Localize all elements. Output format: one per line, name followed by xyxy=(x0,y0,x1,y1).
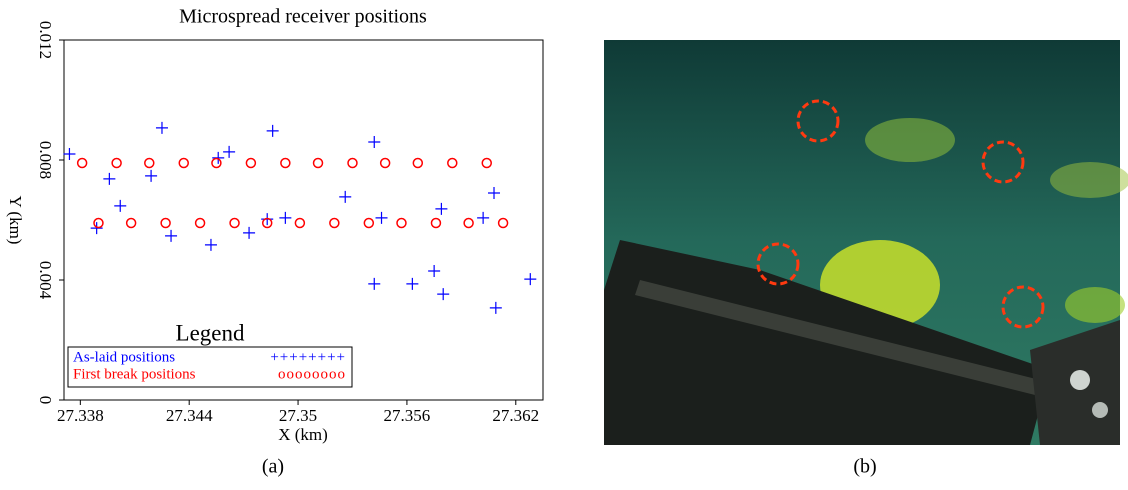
circle-marker xyxy=(381,159,390,168)
page: Microspread receiver positions X (km) Y … xyxy=(0,0,1128,490)
plus-marker xyxy=(406,278,418,290)
legend-label: First break positions xyxy=(73,366,196,382)
circle-marker xyxy=(330,219,339,228)
plus-marker xyxy=(114,200,126,212)
plus-marker xyxy=(437,288,449,300)
circle-marker xyxy=(448,159,457,168)
circle-marker xyxy=(482,159,491,168)
plus-marker xyxy=(279,212,291,224)
plus-marker xyxy=(243,227,255,239)
plus-marker xyxy=(477,212,489,224)
circle-marker xyxy=(212,159,221,168)
legend-label: As-laid positions xyxy=(73,349,175,365)
circle-marker xyxy=(413,159,422,168)
y-tick-label: 0.004 xyxy=(36,261,55,300)
x-tick-label: 27.362 xyxy=(492,406,539,425)
circle-marker xyxy=(127,219,136,228)
plus-marker xyxy=(103,173,115,185)
plus-marker xyxy=(267,125,279,137)
plus-marker xyxy=(488,187,500,199)
y-tick-label: 0.012 xyxy=(36,21,55,59)
plus-marker xyxy=(339,191,351,203)
circle-marker xyxy=(78,159,87,168)
circle-marker xyxy=(281,159,290,168)
plus-marker xyxy=(223,146,235,158)
x-tick-label: 27.35 xyxy=(279,406,317,425)
legend-marker: ++++++++ xyxy=(270,349,346,365)
legend-title: Legend xyxy=(176,320,245,345)
x-axis-label: X (km) xyxy=(278,425,328,444)
y-tick-label: 0.008 xyxy=(36,141,55,179)
y-axis-label: Y (km) xyxy=(6,196,25,245)
plus-marker xyxy=(376,212,388,224)
circle-marker xyxy=(145,159,154,168)
photo xyxy=(604,40,1128,445)
chart-title: Microspread receiver positions xyxy=(179,6,427,28)
circle-marker xyxy=(94,219,103,228)
plus-marker xyxy=(145,170,157,182)
plus-marker xyxy=(205,239,217,251)
plus-marker xyxy=(435,203,447,215)
circle-marker xyxy=(295,219,304,228)
plus-marker xyxy=(212,152,224,164)
plus-marker xyxy=(368,278,380,290)
circle-marker xyxy=(161,219,170,228)
plus-marker xyxy=(368,136,380,148)
circle-marker xyxy=(431,219,440,228)
legend-marker: oooooooo xyxy=(278,366,346,382)
x-tick-label: 27.356 xyxy=(384,406,431,425)
y-tick-label: 0 xyxy=(36,396,55,405)
plus-marker xyxy=(63,148,75,160)
plus-marker xyxy=(91,222,103,234)
circle-marker xyxy=(464,219,473,228)
circle-marker xyxy=(348,159,357,168)
plus-marker xyxy=(524,273,536,285)
circle-marker xyxy=(196,219,205,228)
plus-marker xyxy=(490,302,502,314)
plus-marker xyxy=(156,122,168,134)
circle-marker xyxy=(230,219,239,228)
x-tick-label: 27.344 xyxy=(166,406,213,425)
circle-marker xyxy=(179,159,188,168)
circle-marker xyxy=(364,219,373,228)
caption: (a) xyxy=(262,456,284,478)
circle-marker xyxy=(112,159,121,168)
x-tick-label: 27.338 xyxy=(57,406,104,425)
circle-marker xyxy=(314,159,323,168)
figure: Microspread receiver positions X (km) Y … xyxy=(0,0,1128,490)
plus-marker xyxy=(165,230,177,242)
circle-marker xyxy=(246,159,255,168)
circle-marker xyxy=(499,219,508,228)
caption: (b) xyxy=(853,456,876,478)
plus-marker xyxy=(428,265,440,277)
circle-marker xyxy=(397,219,406,228)
